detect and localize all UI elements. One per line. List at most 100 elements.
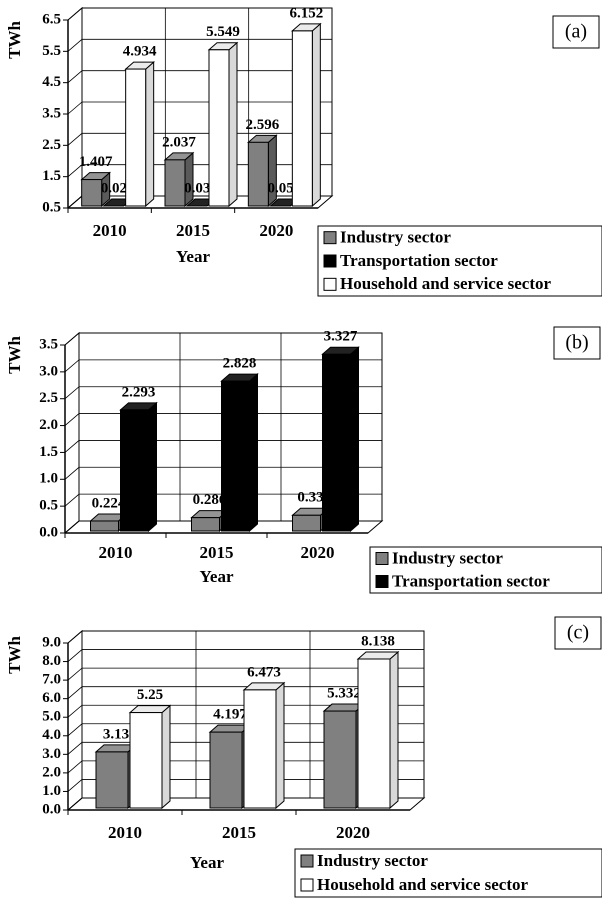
y-tick-label: 9.0: [42, 634, 61, 650]
y-axis-label: TWh: [5, 336, 24, 374]
value-label: 6.152: [289, 5, 323, 21]
bar: [292, 514, 321, 532]
x-tick-label: 2010: [99, 543, 133, 562]
x-tick-label: 2020: [259, 221, 293, 240]
y-tick-label: 8.0: [42, 653, 61, 669]
bar-side: [389, 650, 399, 810]
y-tick-label: 0.0: [39, 524, 58, 540]
chart: 0.0 1.0 2.0 3.0 4.0 5.0 6.0 7.0 8.0 9.0 2010 2015 20…: [5, 616, 602, 898]
y-tick-label: 1.0: [39, 471, 58, 487]
bar: [125, 68, 147, 207]
panel-label-box: [554, 616, 602, 650]
legend-label: Household and service sector: [317, 875, 529, 894]
bar: [129, 712, 163, 809]
legend-label: Household and service sector: [340, 274, 552, 293]
value-label: 2.596: [245, 117, 279, 133]
x-tick-label: 2015: [222, 823, 256, 842]
y-tick-label: 6.0: [42, 690, 61, 706]
bar-side: [184, 151, 194, 208]
y-tick-label: 7.0: [42, 672, 61, 688]
bar: [90, 520, 119, 532]
bar: [191, 517, 220, 532]
value-label: 5.332: [327, 685, 361, 701]
y-tick-label: 1.5: [39, 444, 58, 460]
value-label: 8.138: [361, 633, 395, 649]
chart: 0.5 1.5 2.5 3.5 4.5 5.5 6.5 2010 2015 2020 1.407 2.…: [5, 5, 602, 297]
legend-swatch: [323, 231, 337, 245]
value-label: 2.828: [223, 356, 257, 372]
x-axis-label: Year: [200, 567, 234, 586]
y-tick-label: 2.5: [39, 390, 58, 406]
y-tick-label: 5.5: [42, 43, 61, 59]
bar: [291, 30, 313, 207]
bar-side: [145, 60, 155, 208]
bar: [357, 658, 391, 809]
bar: [164, 159, 186, 207]
value-label: 0.286: [193, 492, 227, 508]
y-tick-label: 4.5: [42, 74, 61, 90]
panel-label: (c): [567, 622, 589, 644]
legend-label: Industry sector: [392, 548, 503, 567]
legend-label: Transportation sector: [392, 571, 550, 590]
panel-label: (b): [565, 332, 588, 354]
y-tick-label: 1.5: [42, 168, 61, 184]
panel-label: (a): [565, 21, 587, 43]
value-label: 5.25: [137, 687, 163, 703]
legend-box: [294, 848, 602, 898]
bar-side: [148, 401, 157, 533]
y-tick-label: 3.0: [39, 363, 58, 379]
bar: [221, 380, 250, 532]
panel-label-box: [552, 15, 600, 49]
y-axis-label: TWh: [5, 21, 24, 59]
bar: [322, 353, 351, 532]
bar: [95, 751, 129, 809]
bar-side: [275, 681, 285, 810]
y-tick-label: 0.5: [39, 498, 58, 514]
bar: [243, 689, 277, 809]
value-label: 1.407: [79, 154, 113, 170]
y-tick-label: 3.5: [42, 105, 61, 121]
y-tick-label: 2.5: [42, 137, 61, 153]
bar: [323, 710, 357, 809]
panel-label-box: [553, 326, 601, 360]
value-label: 2.037: [162, 134, 196, 150]
side-wall: [64, 331, 80, 535]
bar: [247, 141, 269, 207]
bar: [209, 731, 243, 809]
x-axis-label: Year: [176, 247, 210, 266]
legend-label: Industry sector: [340, 228, 451, 247]
bar-side: [161, 704, 171, 810]
value-label: 5.549: [206, 24, 240, 40]
value-label: 3.13: [103, 726, 129, 742]
bar-side: [350, 346, 359, 533]
y-tick-label: 1.0: [42, 783, 61, 799]
legend-swatch: [375, 552, 389, 565]
side-wall: [67, 629, 83, 812]
x-tick-label: 2010: [108, 823, 142, 842]
legend-swatch: [375, 575, 389, 588]
legend-box: [317, 225, 602, 297]
x-axis-label: Year: [190, 853, 224, 872]
legend-swatch: [323, 254, 337, 268]
x-tick-label: 2020: [301, 543, 335, 562]
y-tick-label: 2.0: [39, 417, 58, 433]
legend-label: Industry sector: [317, 851, 428, 870]
bar-side: [311, 22, 321, 208]
bar: [120, 409, 149, 532]
value-label: 3.327: [324, 329, 358, 345]
x-tick-label: 2020: [336, 823, 370, 842]
chart: 0.0 0.5 1.0 1.5 2.0 2.5 3.0 3.5 2010 2015 2020 0.22…: [5, 326, 602, 594]
y-tick-label: 0.5: [42, 199, 61, 215]
x-tick-label: 2010: [93, 221, 127, 240]
x-tick-label: 2015: [200, 543, 234, 562]
y-tick-label: 0.0: [42, 801, 61, 817]
y-axis-label: TWh: [5, 636, 24, 674]
legend-swatch: [323, 277, 337, 291]
y-tick-label: 4.0: [42, 727, 61, 743]
bar: [208, 49, 230, 207]
legend-label: Transportation sector: [340, 251, 498, 270]
bar-side: [249, 372, 258, 533]
bar: [81, 179, 103, 207]
x-tick-label: 2015: [176, 221, 210, 240]
